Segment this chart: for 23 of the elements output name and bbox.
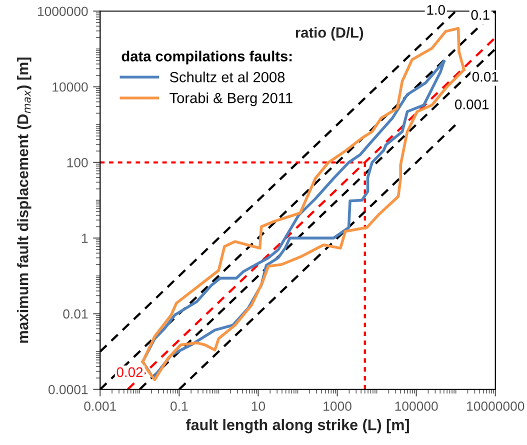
y-tick-label: 0.0001 xyxy=(48,384,88,394)
x-axis-title: fault length along strike (L) [m] xyxy=(186,419,409,434)
y-tick-label: 1 xyxy=(82,234,88,243)
series-label: 0.1 xyxy=(471,10,490,20)
y-axis-title: maximum fault displacement (D$_{max}$) [m] xyxy=(17,58,32,343)
legend-label: Torabi & Berg 2011 xyxy=(170,92,292,106)
legend-title: data compilations faults: xyxy=(122,50,292,64)
x-tick-label: 100000 xyxy=(395,402,438,411)
legend-label: Schultz et al 2008 xyxy=(170,72,285,82)
x-tick-label: 10 xyxy=(252,402,266,411)
annotation: ratio (D/L) xyxy=(296,27,364,41)
x-tick-label: 0.1 xyxy=(170,402,188,411)
y-tick-label: 0.01 xyxy=(63,309,88,319)
series-label: 0.01 xyxy=(472,72,498,82)
y-tick-label: 10000 xyxy=(52,82,88,92)
y-tick-label: 100 xyxy=(67,158,88,168)
series-label: 0.001 xyxy=(455,99,489,110)
y-tick-label: 1000000 xyxy=(38,6,88,16)
x-tick-label: 1000 xyxy=(324,402,352,411)
series-label: 1.0 xyxy=(427,5,445,15)
series-label: 0.02 xyxy=(116,367,143,378)
x-tick-label: 0.001 xyxy=(84,402,116,411)
x-tick-label: 10000000 xyxy=(467,402,524,411)
